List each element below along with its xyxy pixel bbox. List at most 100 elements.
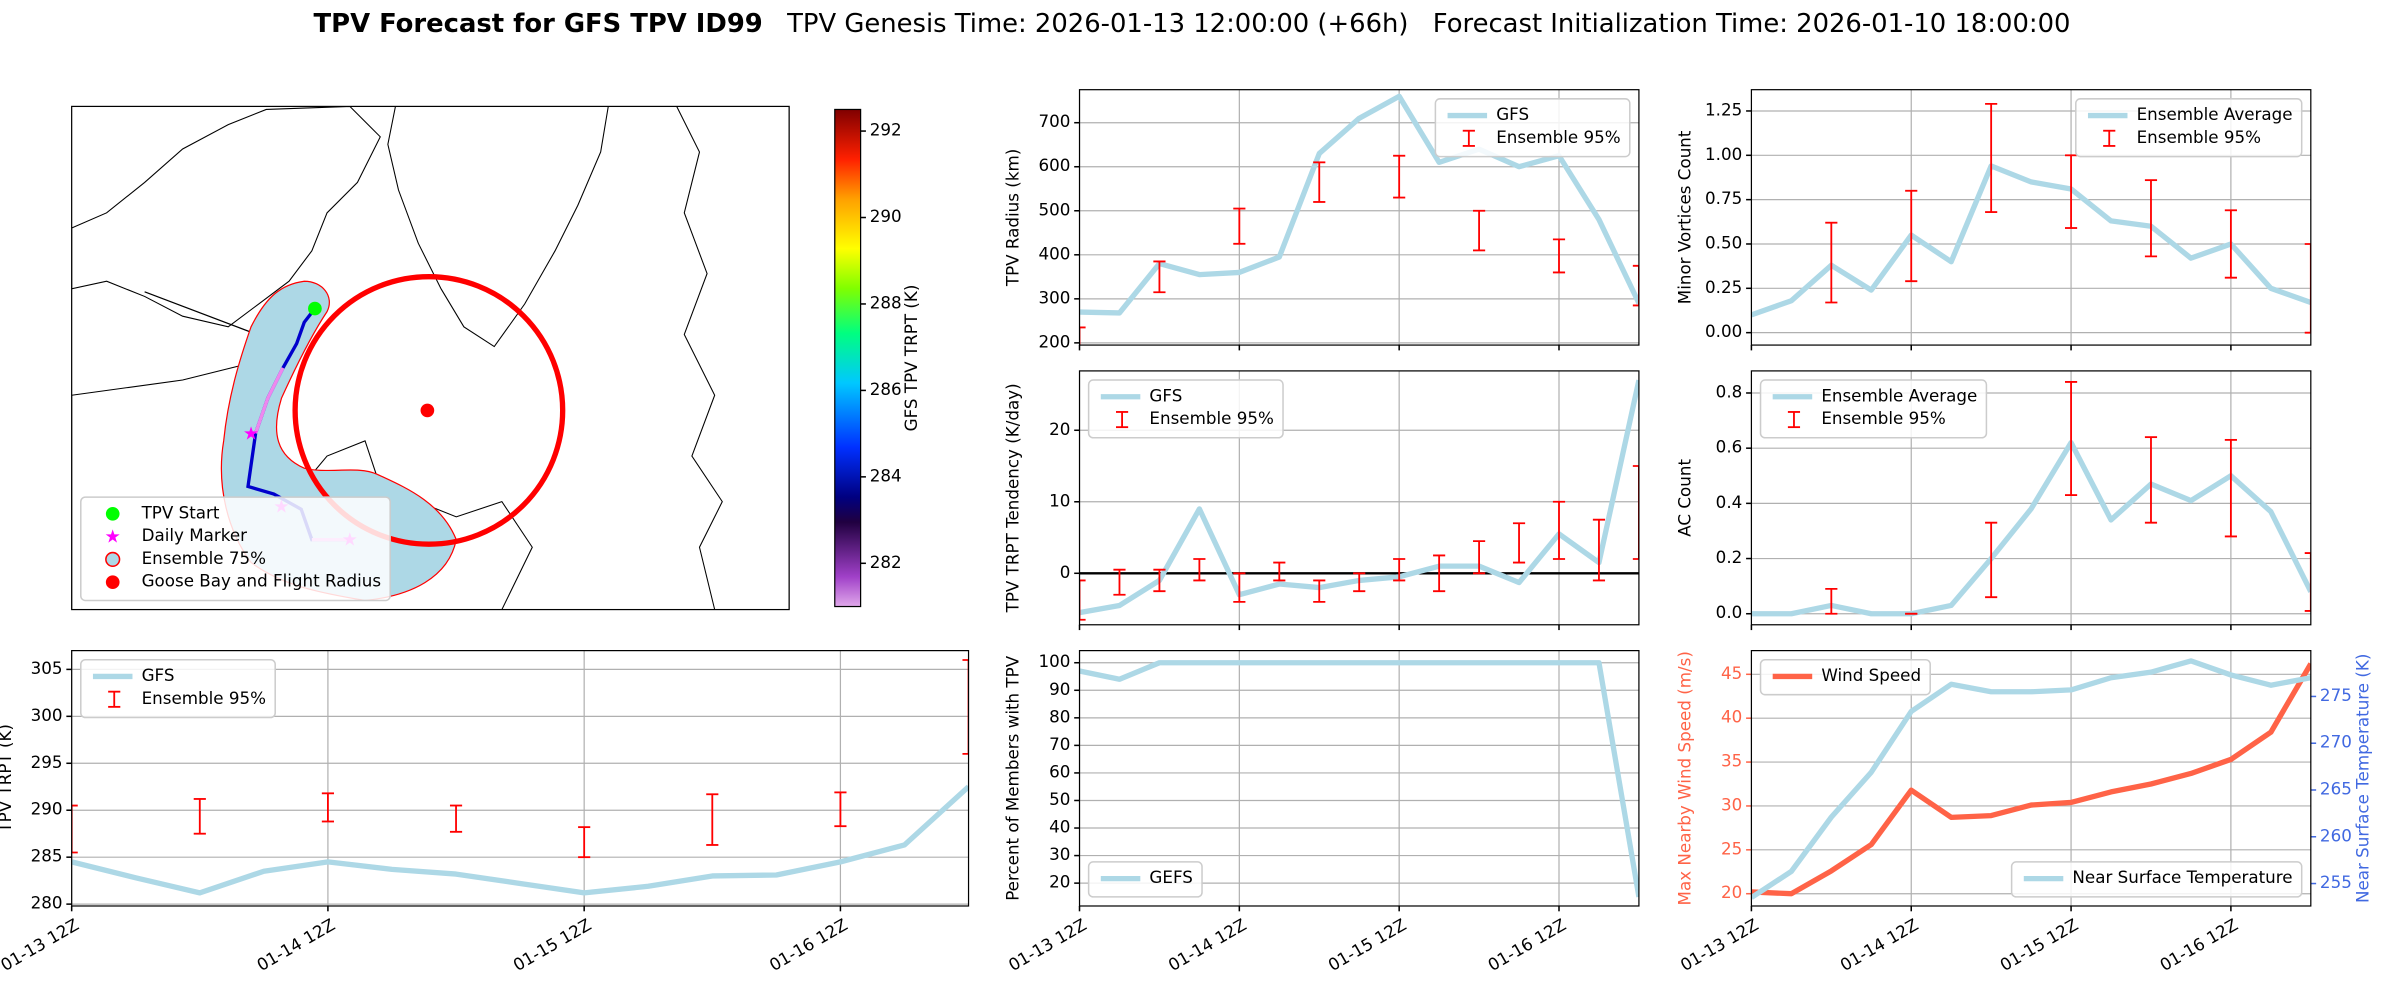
- legend-box: [1087, 861, 1203, 898]
- colorbar-tick-label: 282: [870, 552, 902, 572]
- plot-area: [1751, 370, 2311, 625]
- chart-panel: 20 25 30 35 40 45 255 260 265 270 275 01-13 12Z 01-1…: [1675, 650, 2373, 975]
- y-tick-label: 0.4: [1716, 492, 1743, 512]
- y-tick-label: 0.6: [1716, 437, 1743, 457]
- y-tick-label: 0.2: [1716, 547, 1743, 567]
- y-tick-label: 0.8: [1716, 381, 1743, 401]
- colorbar: [834, 108, 862, 608]
- y-tick-label: 290: [31, 799, 63, 819]
- legend-label: Ensemble 75%: [142, 548, 266, 568]
- y-tick-label: 0.0: [1716, 602, 1743, 622]
- series-line: [1751, 662, 2311, 897]
- legend-label: Ensemble Average: [1821, 385, 1977, 405]
- y-tick-label: 20: [1049, 419, 1070, 439]
- series-line: [1079, 660, 1639, 898]
- legend: TPV Start Daily Marker Ensemble 75% Goose B…: [80, 496, 391, 602]
- legend-label: GFS: [1496, 104, 1529, 124]
- y-tick-label: 25: [1721, 838, 1742, 858]
- chart-panel: 280 285 290 295 300 305 01-13 12Z 01-14 12Z 01-1…: [0, 650, 970, 975]
- legend-label: Ensemble Average: [2137, 104, 2293, 124]
- legend-label: GFS: [1149, 385, 1182, 405]
- x-tick-label: 01-16 12Z: [766, 914, 851, 975]
- y2-tick-label: 255: [2320, 872, 2352, 892]
- land: [71, 106, 381, 328]
- y-tick-label: 285: [31, 846, 63, 866]
- legend-label: Ensemble 95%: [1149, 408, 1273, 428]
- legend: GFS Ensemble 95%: [80, 658, 276, 719]
- axes-frame: [1078, 89, 1640, 346]
- y-axis-label: TPV TRPT Tendency (K/day): [1003, 383, 1023, 613]
- y-tick-label: 400: [1038, 243, 1070, 263]
- plot-area: [1751, 89, 2311, 346]
- y2-tick-label: 275: [2320, 685, 2352, 705]
- colorbar-tick-label: 286: [870, 379, 902, 399]
- legend-marker: [105, 575, 120, 590]
- series-line: [1751, 163, 2311, 318]
- daily-marker: ★: [243, 423, 259, 444]
- y-tick-label: 10: [1049, 490, 1070, 510]
- y-tick-label: 305: [31, 658, 63, 678]
- tpv-start: [308, 301, 322, 316]
- colorbar-tick-label: 284: [870, 465, 902, 485]
- y-axis-label: Max Nearby Wind Speed (m/s): [1675, 651, 1695, 905]
- x-tick-label: 01-13 12Z: [0, 914, 82, 975]
- legend: Near Surface Temperature: [2010, 861, 2303, 898]
- y-tick-label: 60: [1049, 761, 1070, 781]
- legend-box: [1759, 379, 1988, 439]
- flight-radius: [292, 274, 566, 547]
- y-tick-label: 295: [31, 752, 63, 772]
- map-frame: [71, 105, 790, 611]
- legend-marker: [105, 551, 121, 568]
- legend-marker: ★: [105, 527, 121, 548]
- legend: Ensemble Average Ensemble 95%: [2075, 98, 2303, 158]
- axes-frame: [1750, 370, 2312, 626]
- x-tick-label: 01-16 12Z: [2156, 914, 2241, 975]
- y-tick-label: 70: [1049, 734, 1070, 754]
- legend: GEFS: [1087, 861, 1203, 898]
- tpv-track: [254, 367, 285, 434]
- y-tick-label: 0.50: [1705, 232, 1742, 252]
- y-tick-label: 1.25: [1705, 99, 1742, 119]
- y-axis-label: AC Count: [1675, 459, 1695, 537]
- legend-label: GFS: [142, 665, 175, 685]
- series-line: [1751, 658, 2311, 900]
- y2-tick-label: 265: [2320, 778, 2352, 798]
- y-tick-label: 35: [1721, 751, 1742, 771]
- y-tick-label: 0.25: [1705, 277, 1742, 297]
- y-tick-label: 30: [1049, 844, 1070, 864]
- y-tick-label: 200: [1038, 331, 1070, 351]
- legend-label: TPV Start: [141, 502, 220, 522]
- y2-tick-label: 260: [2320, 825, 2352, 845]
- y-tick-label: 280: [31, 893, 63, 913]
- x-tick-label: 01-14 12Z: [1165, 914, 1250, 975]
- chart-panel: 20 30 40 50 60 70 80 90 100 01-13 12Z 01-14 12Z 01-…: [1003, 650, 1640, 975]
- x-tick-label: 01-16 12Z: [1484, 914, 1569, 975]
- x-tick-label: 01-15 12Z: [1324, 914, 1409, 975]
- legend-label: GEFS: [1149, 867, 1192, 887]
- goose-bay: [420, 403, 435, 418]
- y-tick-label: 90: [1049, 679, 1070, 699]
- colorbar-tick-label: 292: [870, 120, 902, 140]
- legend-label: Ensemble 95%: [2137, 127, 2261, 147]
- y-tick-label: 600: [1038, 155, 1070, 175]
- axes-frame: [1750, 650, 2312, 907]
- colorbar-tick-label: 290: [870, 206, 902, 226]
- y-tick-label: 100: [1038, 651, 1070, 671]
- x-tick-label: 01-13 12Z: [1005, 914, 1090, 975]
- legend-label: Goose Bay and Flight Radius: [142, 571, 381, 591]
- legend-marker: [105, 506, 120, 521]
- chart-panel: 200 300 400 500 600 700 TPV Radius (km) GFS Ense…: [1003, 89, 1640, 351]
- x-tick-label: 01-13 12Z: [1677, 914, 1762, 975]
- legend: GFS Ensemble 95%: [1434, 98, 1631, 158]
- y2-tick-label: 270: [2320, 732, 2352, 752]
- legend-label: Daily Marker: [142, 525, 248, 545]
- axes-frame: [71, 650, 970, 907]
- legend-box: [2075, 98, 2303, 158]
- y-tick-label: 500: [1038, 199, 1070, 219]
- chart-panel: 0.00 0.25 0.50 0.75 1.00 1.25 Minor Vortices C…: [1675, 89, 2312, 351]
- title-init: Forecast Initialization Time: 2026-01-10…: [1433, 9, 2071, 39]
- chart-panel: 0 10 20 TPV TRPT Tendency (K/day) GFS Ensembl…: [1003, 370, 1640, 631]
- legend-box: [2010, 861, 2303, 898]
